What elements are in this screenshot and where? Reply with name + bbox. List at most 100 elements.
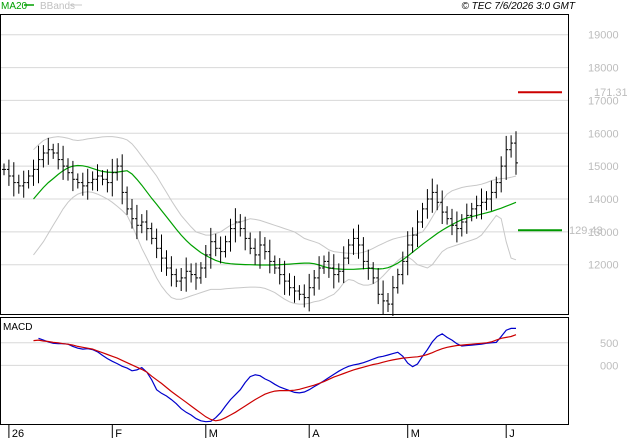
ohlc-bar [282, 260, 287, 295]
x-tick-label: A [312, 428, 320, 440]
ohlc-bar [454, 211, 459, 243]
x-tick-label: M [209, 428, 218, 440]
price-panel-frame [0, 14, 569, 315]
ohlc-bar [420, 202, 425, 228]
macd-panel-frame [0, 317, 569, 425]
bb-lower-line [33, 191, 517, 305]
ohlc-bar [105, 169, 110, 193]
ohlc-bar [154, 228, 159, 259]
ohlc-bar [21, 170, 26, 198]
ohlc-bar [134, 204, 139, 240]
ohlc-bar [110, 158, 115, 197]
ohlc-bar [120, 154, 125, 205]
price-tick-label: 19000 [588, 30, 619, 42]
ohlc-bar [277, 258, 282, 285]
ohlc-bar [66, 158, 70, 181]
grid-layer [1, 34, 568, 266]
ohlc-bar [203, 245, 208, 278]
bbands-legend-label: BBands [40, 1, 75, 12]
ohlc-bar [341, 246, 346, 284]
ohlc-bar [366, 249, 371, 280]
price-tick-label: 15000 [588, 161, 619, 173]
macd-series-line [38, 327, 516, 423]
ohlc-bar [11, 162, 16, 197]
ma20-legend-label: MA20 [1, 1, 28, 12]
ohlc-bar [125, 186, 130, 215]
ohlc-bar [164, 250, 169, 276]
ohlc-bar [390, 275, 395, 316]
ohlc-bar [6, 159, 11, 186]
ohlc-bar [297, 285, 302, 301]
ohlc-bar [474, 195, 479, 219]
ohlc-bar [223, 235, 228, 258]
ohlc-bar [130, 199, 134, 229]
ohlc-bar [322, 255, 326, 274]
ohlc-bar [238, 214, 243, 237]
ohlc-bar [376, 268, 381, 305]
ohlc-bar [218, 236, 223, 264]
ohlc-bar [430, 178, 435, 213]
ohlc-bar [356, 224, 361, 259]
ohlc-bar [361, 237, 366, 270]
macd-grid-layer [1, 342, 568, 366]
ohlc-bar [80, 172, 85, 196]
ohlc-bar [16, 174, 21, 194]
x-tick-label: F [115, 428, 122, 440]
ohlc-bar [115, 158, 120, 181]
x-axis-ticks: 26 F M A M J [8, 424, 515, 440]
ohlc-bar [514, 131, 518, 175]
ohlc-bar [198, 262, 203, 284]
ohlc-bar [351, 228, 356, 255]
ohlc-bar [489, 180, 494, 211]
ohlc-bar [326, 251, 331, 278]
ohlc-bar [169, 256, 174, 287]
ohlc-bar [184, 257, 189, 292]
ohlc-bar [253, 238, 258, 265]
ohlc-bar [386, 293, 390, 312]
ohlc-bar [262, 237, 267, 260]
ohlc-bar [272, 255, 277, 274]
ohlc-bar [267, 239, 272, 274]
ohlc-bar [26, 170, 31, 189]
key-levels: 171.31 129.43 [518, 87, 627, 237]
ohlc-bar [56, 143, 61, 170]
price-tick-label: 17000 [588, 95, 619, 107]
ohlc-bar [381, 280, 386, 315]
ma20-line [33, 164, 517, 270]
price-tick-label: 14000 [588, 194, 619, 206]
ohlc-bar [90, 171, 95, 191]
ohlc-bar [139, 214, 144, 234]
ohlc-bar [484, 191, 489, 211]
ohlc-bar [464, 203, 469, 234]
macd-axis-ticks: 500 000 [600, 338, 618, 373]
price-tick-label: 18000 [588, 63, 619, 75]
ohlc-bar [95, 164, 100, 192]
ohlc-bar [75, 173, 80, 189]
ohlc-bar [189, 263, 194, 283]
bollinger-bands [33, 136, 517, 305]
price-tick-label: 13000 [588, 227, 619, 239]
signal-series-line [33, 334, 517, 422]
price-axis-ticks: 19000 18000 17000 16000 15000 14000 13000 12000 [588, 30, 619, 272]
ohlc-bar [36, 145, 41, 184]
ohlc-bar [213, 233, 218, 257]
ohlc-bar [174, 268, 179, 288]
ohlc-bar [233, 208, 238, 243]
ohlc-bar [336, 263, 341, 283]
ohlc-bar [2, 163, 6, 176]
ohlc-bar [70, 160, 75, 192]
x-tick-label: 26 [12, 428, 24, 440]
ohlc-bar [46, 137, 51, 165]
ohlc-bar [405, 231, 410, 276]
ohlc-bar [440, 190, 445, 224]
price-tick-label: 16000 [588, 128, 619, 140]
ohlc-bar [144, 210, 149, 241]
ohlc-bar [100, 170, 105, 186]
macd-panel-title: MACD [3, 322, 32, 333]
support-label: 129.43 [569, 225, 603, 237]
ohlc-bar [504, 135, 509, 180]
ohlc-bar [258, 231, 262, 269]
resistance-label: 171.31 [594, 87, 627, 99]
bb-upper-line [33, 136, 517, 255]
